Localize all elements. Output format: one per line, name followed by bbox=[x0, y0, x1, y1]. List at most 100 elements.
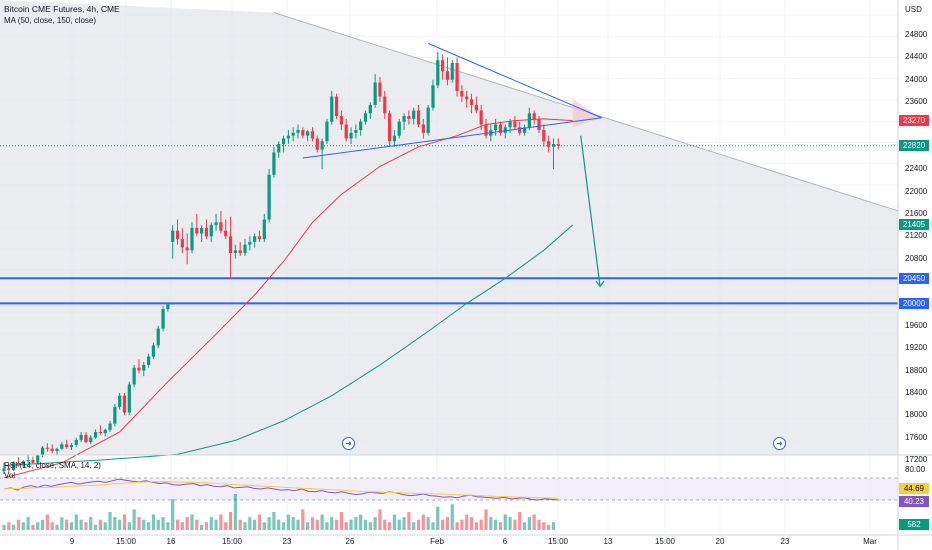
volume-bar bbox=[513, 519, 517, 530]
volume-bar bbox=[441, 519, 445, 530]
volume-bar bbox=[368, 522, 372, 530]
candle-body bbox=[320, 141, 324, 150]
price-tick: 18000 bbox=[905, 410, 928, 420]
candle-body bbox=[224, 230, 228, 237]
candle-body bbox=[363, 113, 368, 122]
candle-body bbox=[118, 395, 122, 407]
volume-bar bbox=[98, 519, 102, 530]
volume-bar bbox=[349, 519, 353, 530]
candle-body bbox=[200, 227, 204, 234]
candle-body bbox=[65, 444, 69, 448]
price-tick: 24000 bbox=[905, 74, 928, 84]
volume-bar bbox=[190, 514, 194, 530]
volume-bar bbox=[527, 517, 531, 530]
candle-body bbox=[286, 135, 290, 139]
candle-body bbox=[474, 104, 478, 111]
price-tick: 17200 bbox=[905, 455, 928, 464]
volume-bar bbox=[142, 519, 146, 530]
triangle-upper-line bbox=[427, 42, 602, 119]
time-tick: Feb bbox=[430, 537, 444, 546]
shaded-region bbox=[0, 0, 898, 455]
candle-body bbox=[74, 439, 78, 445]
scroll-forward-icon[interactable]: ➜ bbox=[773, 437, 786, 450]
volume-bar bbox=[175, 519, 180, 530]
time-tick: 26 bbox=[345, 537, 355, 546]
candle-body bbox=[50, 448, 54, 452]
volume-bar bbox=[469, 517, 474, 530]
candle-body bbox=[426, 107, 430, 133]
volume-bar bbox=[74, 514, 78, 530]
time-tick: 23 bbox=[282, 537, 292, 546]
candle-body bbox=[460, 90, 464, 97]
candle-body bbox=[532, 113, 536, 119]
volume-bar bbox=[494, 519, 498, 530]
candle-body bbox=[171, 230, 175, 242]
price-tag: 22820 bbox=[899, 140, 929, 152]
volume-bar bbox=[171, 499, 175, 530]
rsi-tick-80: 80.00 bbox=[905, 465, 926, 474]
volume-bar bbox=[281, 522, 286, 530]
rsi-value-tag: 40.23 bbox=[899, 496, 929, 507]
volume-bar bbox=[122, 514, 127, 530]
candle-body bbox=[156, 328, 160, 346]
volume-bar bbox=[69, 522, 74, 530]
candle-body bbox=[445, 71, 450, 80]
projection-arrow-head bbox=[595, 280, 605, 288]
volume-bar bbox=[214, 519, 218, 530]
volume-bar bbox=[257, 514, 262, 530]
candle-body bbox=[248, 241, 252, 245]
rsi-sma-tag: 44.69 bbox=[899, 483, 929, 494]
volume-bar bbox=[315, 519, 319, 530]
candle-body bbox=[484, 124, 488, 136]
candle-body bbox=[291, 132, 295, 136]
time-tick: 20 bbox=[715, 537, 725, 546]
candle-body bbox=[185, 247, 189, 251]
candle-body bbox=[344, 124, 348, 139]
volume-bar bbox=[180, 522, 184, 530]
volume-bar bbox=[503, 514, 507, 530]
candle-body bbox=[40, 447, 45, 456]
candle-body bbox=[339, 116, 343, 125]
candle-body bbox=[455, 62, 459, 91]
volume-bar bbox=[93, 524, 98, 530]
candle-body bbox=[421, 124, 425, 133]
volume-bar bbox=[296, 519, 300, 530]
volume-bar bbox=[402, 517, 406, 530]
volume-bar bbox=[373, 517, 377, 530]
time-tick: 16 bbox=[166, 537, 176, 546]
time-tick: 6 bbox=[502, 537, 508, 546]
volume-bar bbox=[522, 522, 527, 530]
volume-bar bbox=[166, 522, 170, 530]
volume-bar bbox=[306, 522, 310, 530]
volume-bar bbox=[474, 522, 478, 530]
volume-bar bbox=[445, 517, 450, 530]
volume-bar bbox=[137, 517, 141, 530]
volume-bar bbox=[40, 519, 45, 530]
volume-bar bbox=[204, 522, 209, 530]
candle-body bbox=[359, 121, 363, 131]
candle-body bbox=[195, 227, 199, 234]
price-tick: 19200 bbox=[905, 343, 928, 353]
candle-body bbox=[325, 121, 329, 142]
volume-bar bbox=[36, 522, 40, 530]
volume-bar bbox=[397, 519, 401, 530]
price-tick: 18800 bbox=[905, 365, 928, 375]
candle-body bbox=[503, 127, 507, 133]
volume-bar bbox=[228, 512, 233, 530]
candle-body bbox=[12, 462, 16, 471]
volume-bar bbox=[291, 517, 295, 530]
candle-body bbox=[301, 130, 305, 136]
scroll-back-icon[interactable]: ➜ bbox=[342, 437, 355, 450]
volume-bar bbox=[219, 514, 223, 530]
candle-body bbox=[219, 222, 223, 231]
volume-bar bbox=[426, 517, 430, 530]
candle-body bbox=[60, 444, 64, 449]
volume-bar bbox=[253, 519, 257, 530]
volume-bar bbox=[325, 522, 329, 530]
volume-bar bbox=[450, 504, 454, 530]
volume-bar bbox=[344, 522, 348, 530]
candle-body bbox=[479, 110, 483, 125]
candle-body bbox=[214, 222, 218, 226]
